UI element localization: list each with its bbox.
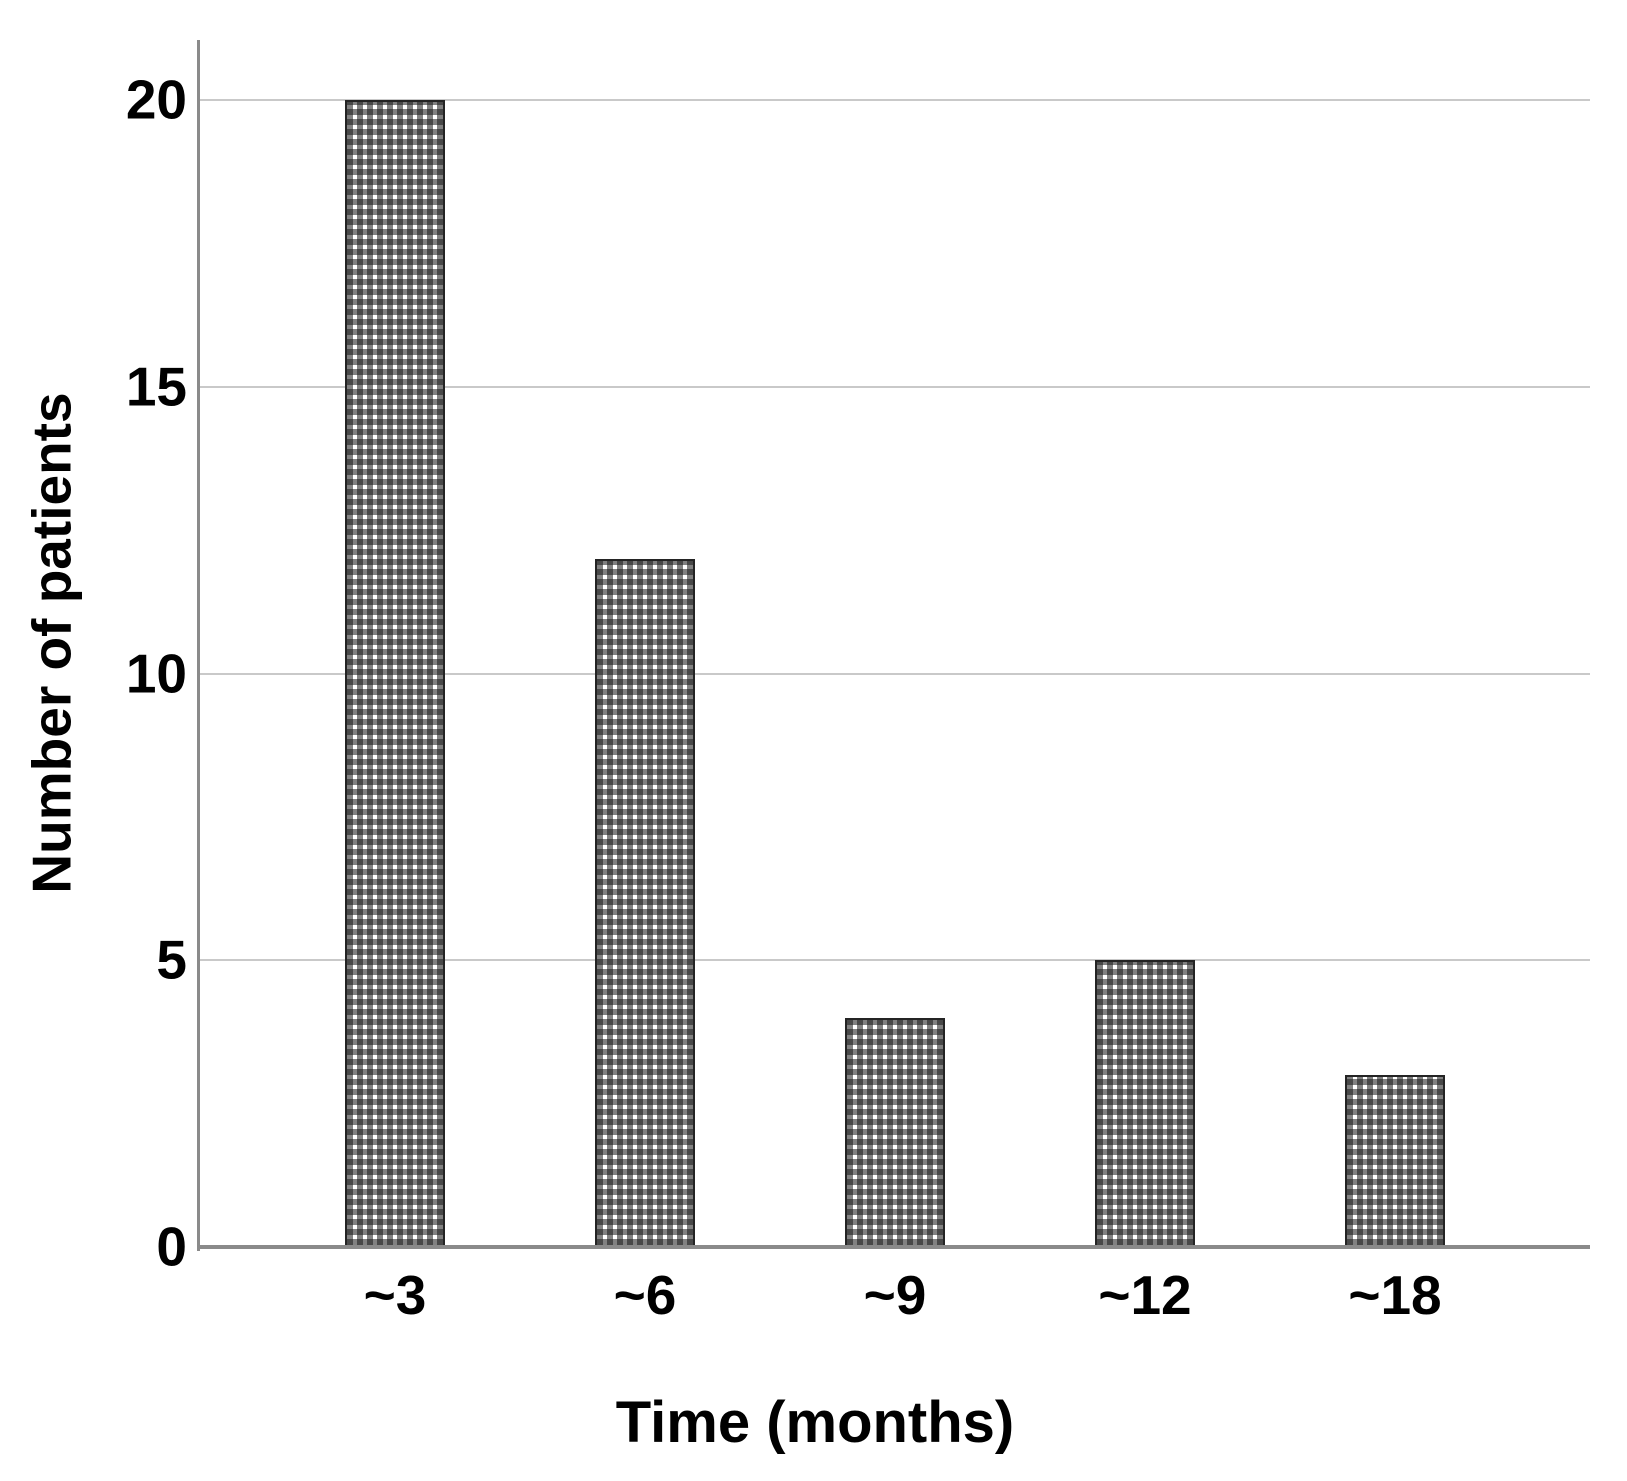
y-tick-label-20: 20	[125, 68, 187, 131]
bar-9	[845, 1017, 945, 1247]
x-axis-title: Time (months)	[615, 1390, 1015, 1455]
bar-18	[1345, 1074, 1445, 1247]
x-tick-label-3: ~3	[363, 1264, 427, 1326]
x-axis-line	[197, 1245, 1590, 1249]
y-tick-label-10: 10	[125, 642, 187, 704]
y-tick-label-5: 5	[156, 928, 187, 991]
y-tick-label-0: 0	[156, 1215, 187, 1278]
x-tick-label-12: ~12	[1098, 1264, 1192, 1326]
bar-3	[345, 100, 445, 1247]
y-tick-label-15: 15	[125, 355, 187, 418]
bar-6	[595, 558, 695, 1247]
x-tick-label-9: ~9	[863, 1264, 927, 1326]
bar-12	[1095, 960, 1195, 1247]
gridline-y-15	[200, 385, 1590, 388]
y-axis-title: Number of patients	[20, 392, 83, 894]
y-axis-line	[197, 40, 200, 1251]
gridline-y-10	[200, 672, 1590, 675]
x-tick-label-18: ~18	[1348, 1264, 1442, 1326]
x-tick-label-6: ~6	[613, 1264, 677, 1326]
gridline-y-5	[200, 959, 1590, 962]
gridline-y-20	[200, 99, 1590, 101]
